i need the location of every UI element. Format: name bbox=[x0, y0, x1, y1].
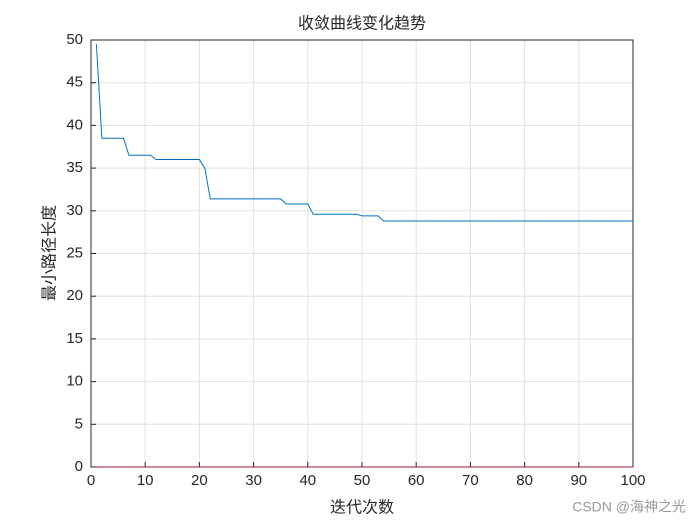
x-tick-label: 80 bbox=[516, 472, 533, 489]
y-tick-label: 0 bbox=[75, 458, 83, 475]
x-tick-label: 10 bbox=[137, 472, 154, 489]
y-axis-label: 最小路径长度 bbox=[40, 205, 59, 301]
y-tick-label: 20 bbox=[66, 287, 83, 304]
x-tick-label: 100 bbox=[620, 472, 645, 489]
x-axis-label: 迭代次数 bbox=[330, 498, 394, 517]
data-line bbox=[95, 44, 633, 222]
watermark: CSDN @海神之光 bbox=[572, 499, 686, 515]
x-tick-label: 0 bbox=[87, 472, 95, 489]
y-tick-label: 30 bbox=[66, 202, 83, 219]
x-tick-label: 70 bbox=[462, 472, 479, 489]
x-tick-label: 40 bbox=[299, 472, 316, 489]
x-tick-label: 90 bbox=[570, 472, 587, 489]
x-tick-label: 50 bbox=[354, 472, 371, 489]
y-tick-label: 45 bbox=[66, 74, 83, 91]
y-tick-label: 50 bbox=[66, 31, 83, 48]
x-tick-label: 20 bbox=[191, 472, 208, 489]
y-tick-label: 35 bbox=[66, 159, 83, 176]
chart-title: 收敛曲线变化趋势 bbox=[298, 14, 426, 33]
y-tick-label: 15 bbox=[66, 330, 83, 347]
x-tick-label: 30 bbox=[245, 472, 262, 489]
y-tick-label: 40 bbox=[66, 116, 83, 133]
y-tick-label: 25 bbox=[66, 244, 83, 261]
x-tick-label: 60 bbox=[408, 472, 425, 489]
y-tick-label: 10 bbox=[66, 373, 83, 390]
y-tick-label: 5 bbox=[75, 415, 83, 432]
